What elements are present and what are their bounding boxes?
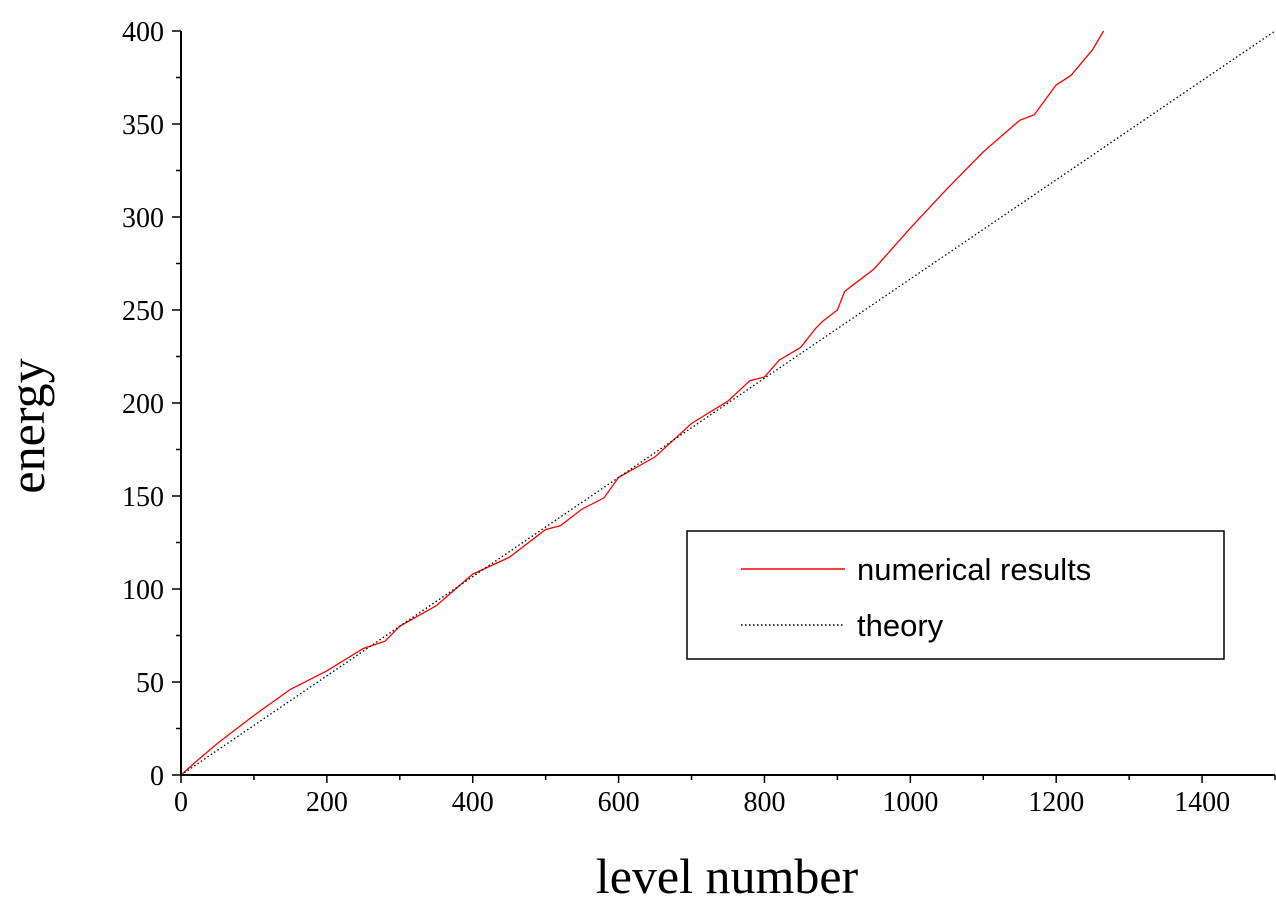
y-tick-label: 400: [122, 17, 164, 48]
y-tick-label: 50: [136, 668, 164, 699]
y-tick-label: 300: [122, 203, 164, 234]
x-tick-label: 400: [452, 787, 494, 818]
legend-label-numerical-results: numerical results: [857, 552, 1091, 587]
y-tick-label: 0: [150, 761, 164, 792]
x-tick-label: 1400: [1174, 787, 1230, 818]
x-tick-label: 0: [174, 787, 188, 818]
legend-box: [686, 530, 1225, 660]
ticks: 0 200 400 600 800 1000 1200 1400 0 50 100 150 200 250…: [122, 17, 1276, 818]
x-tick-label: 1000: [882, 787, 938, 818]
y-tick-label: 150: [122, 482, 164, 513]
series-line-numerical-results: [180, 30, 1105, 776]
x-tick-label: 800: [743, 787, 785, 818]
x-tick-label: 600: [598, 787, 640, 818]
legend: numerical results theory: [686, 530, 1225, 660]
x-tick-label: 200: [306, 787, 348, 818]
y-tick-label: 100: [122, 575, 164, 606]
x-axis-title: level number: [596, 848, 859, 901]
legend-label-theory: theory: [857, 608, 944, 643]
plot-lines: [180, 30, 1276, 776]
y-tick-label: 200: [122, 389, 164, 420]
x-tick-label: 1200: [1028, 787, 1084, 818]
y-tick-label: 250: [122, 296, 164, 327]
y-axis-title: energy: [0, 358, 55, 493]
y-tick-label: 350: [122, 110, 164, 141]
series-line-theory: [180, 30, 1276, 776]
